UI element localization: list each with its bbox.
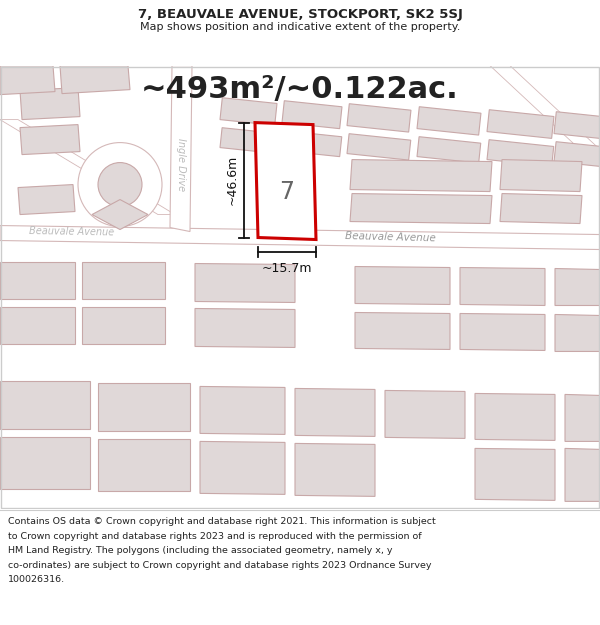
Polygon shape (565, 394, 600, 441)
Polygon shape (385, 391, 465, 438)
Text: ~15.7m: ~15.7m (262, 261, 312, 274)
Polygon shape (475, 394, 555, 441)
Polygon shape (0, 119, 175, 214)
Polygon shape (295, 389, 375, 436)
Polygon shape (98, 439, 190, 491)
Polygon shape (347, 134, 411, 160)
Text: Contains OS data © Crown copyright and database right 2021. This information is : Contains OS data © Crown copyright and d… (8, 518, 436, 526)
Text: Beauvale Avenue: Beauvale Avenue (29, 226, 115, 238)
Polygon shape (295, 443, 375, 496)
Polygon shape (0, 308, 75, 344)
Polygon shape (0, 226, 600, 249)
Polygon shape (355, 312, 450, 349)
Text: Map shows position and indicative extent of the property.: Map shows position and indicative extent… (140, 22, 460, 32)
Polygon shape (355, 266, 450, 304)
Text: 7, BEAUVALE AVENUE, STOCKPORT, SK2 5SJ: 7, BEAUVALE AVENUE, STOCKPORT, SK2 5SJ (137, 8, 463, 21)
Polygon shape (554, 112, 600, 139)
Polygon shape (565, 448, 600, 501)
Polygon shape (18, 184, 75, 214)
Circle shape (78, 142, 162, 226)
Polygon shape (487, 110, 554, 138)
Polygon shape (220, 98, 277, 126)
Polygon shape (460, 314, 545, 351)
Polygon shape (200, 386, 285, 434)
Circle shape (98, 162, 142, 206)
Polygon shape (200, 441, 285, 494)
Polygon shape (82, 261, 165, 299)
Polygon shape (92, 199, 148, 229)
Polygon shape (417, 137, 481, 163)
Polygon shape (500, 159, 582, 191)
Polygon shape (195, 264, 295, 302)
Polygon shape (98, 384, 190, 431)
Polygon shape (475, 448, 555, 501)
Polygon shape (20, 124, 80, 154)
Text: 100026316.: 100026316. (8, 575, 65, 584)
Polygon shape (0, 261, 75, 299)
Polygon shape (554, 142, 600, 167)
Text: ~493m²/~0.122ac.: ~493m²/~0.122ac. (141, 75, 459, 104)
Text: 7: 7 (280, 179, 295, 204)
Polygon shape (555, 314, 600, 351)
Polygon shape (347, 104, 411, 132)
Polygon shape (0, 381, 90, 429)
Text: Beauvale Avenue: Beauvale Avenue (344, 231, 436, 244)
Polygon shape (555, 269, 600, 306)
Polygon shape (170, 66, 192, 231)
Polygon shape (350, 159, 492, 191)
Polygon shape (417, 107, 481, 135)
Polygon shape (20, 88, 80, 119)
Polygon shape (350, 194, 492, 224)
Text: Ingle Drive: Ingle Drive (176, 138, 186, 191)
Polygon shape (0, 66, 55, 94)
Polygon shape (487, 140, 554, 166)
Text: ~46.6m: ~46.6m (226, 155, 239, 205)
Polygon shape (255, 122, 316, 239)
Polygon shape (82, 308, 165, 344)
Polygon shape (490, 66, 600, 149)
Polygon shape (460, 268, 545, 306)
Text: HM Land Registry. The polygons (including the associated geometry, namely x, y: HM Land Registry. The polygons (includin… (8, 546, 392, 555)
Polygon shape (60, 66, 130, 94)
Text: to Crown copyright and database rights 2023 and is reproduced with the permissio: to Crown copyright and database rights 2… (8, 532, 422, 541)
Polygon shape (282, 131, 342, 157)
Polygon shape (0, 438, 90, 489)
Polygon shape (500, 194, 582, 224)
Text: co-ordinates) are subject to Crown copyright and database rights 2023 Ordnance S: co-ordinates) are subject to Crown copyr… (8, 561, 431, 570)
Polygon shape (195, 309, 295, 348)
Polygon shape (282, 101, 342, 129)
Polygon shape (220, 127, 277, 153)
